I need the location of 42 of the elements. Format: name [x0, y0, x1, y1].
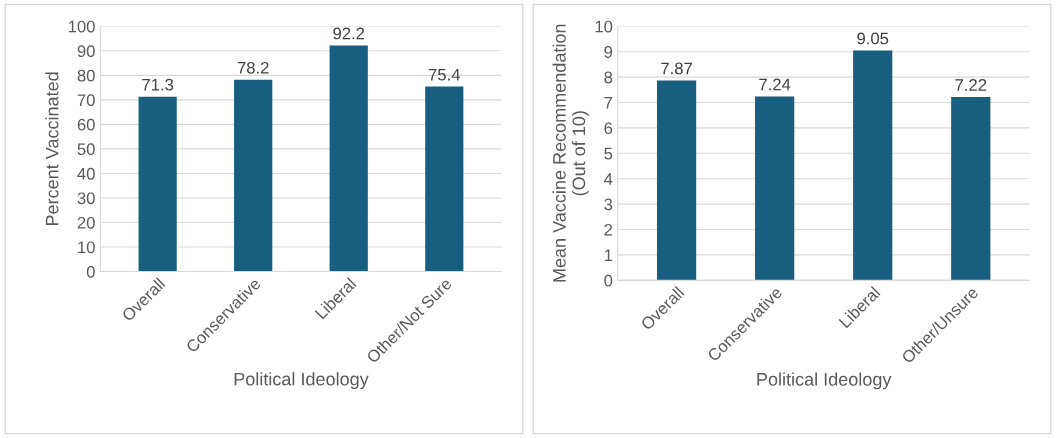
- y-tick-label: 100: [68, 20, 95, 33]
- y-tick-label: 2: [604, 223, 613, 236]
- x-axis-title: Political Ideology: [757, 372, 892, 390]
- data-label: 7.22: [955, 79, 987, 91]
- y-axis-title: Percent Vaccinated: [45, 72, 59, 226]
- y-tick-label: 0: [604, 274, 613, 287]
- y-tick-label: 9: [604, 46, 613, 58]
- bar: [138, 96, 177, 272]
- y-axis-title: Mean Vaccine Recommendation (Out of 10): [552, 24, 589, 282]
- y-tick-label: 50: [77, 143, 95, 156]
- y-tick-label: 20: [77, 216, 95, 229]
- y-tick-label: 60: [77, 118, 95, 131]
- bar: [755, 96, 795, 281]
- data-label: 7.87: [661, 62, 692, 75]
- y-tick-label: 8: [604, 71, 613, 84]
- y-tick-label: 80: [77, 69, 95, 82]
- data-label: 7.24: [759, 78, 791, 91]
- y-tick-label: 0: [86, 265, 95, 278]
- bar: [951, 96, 991, 281]
- y-tick-label: 70: [77, 94, 95, 107]
- bar: [425, 86, 464, 272]
- y-tick-label: 7: [604, 97, 613, 109]
- y-tick-label: 10: [595, 20, 613, 33]
- bar: [853, 50, 893, 281]
- data-label: 9.05: [857, 32, 889, 45]
- bar: [234, 79, 273, 272]
- y-tick-label: 40: [77, 167, 95, 180]
- bar: [656, 80, 697, 281]
- y-tick-label: 3: [604, 198, 613, 211]
- bar: [329, 45, 368, 272]
- data-label: 71.3: [142, 78, 174, 91]
- y-tick-label: 5: [604, 147, 613, 160]
- y-tick-label: 6: [604, 122, 613, 135]
- data-label: 92.2: [333, 27, 365, 40]
- y-tick-label: 90: [77, 45, 95, 58]
- y-tick-label: 1: [604, 249, 613, 261]
- data-label: 78.2: [237, 61, 269, 74]
- x-axis-title: Political Ideology: [234, 372, 369, 390]
- data-label: 75.4: [428, 68, 461, 81]
- y-tick-label: 10: [78, 241, 95, 254]
- y-tick-label: 30: [77, 192, 95, 205]
- y-tick-label: 4: [604, 173, 613, 185]
